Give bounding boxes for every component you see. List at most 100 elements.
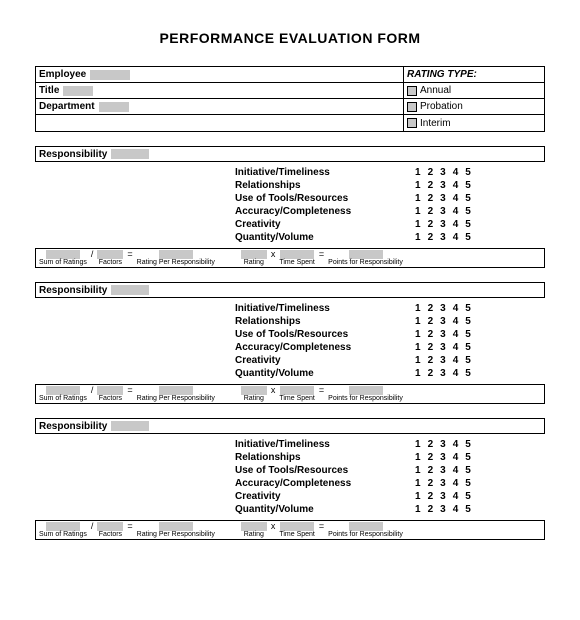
- rating-number[interactable]: 5: [465, 354, 471, 367]
- rating-number[interactable]: 5: [465, 192, 471, 205]
- rating-number[interactable]: 2: [428, 490, 434, 503]
- rating-number[interactable]: 3: [440, 179, 446, 192]
- rating-number[interactable]: 5: [465, 477, 471, 490]
- rating-number[interactable]: 5: [465, 302, 471, 315]
- rating-number[interactable]: 2: [428, 464, 434, 477]
- rating-number[interactable]: 5: [465, 231, 471, 244]
- rating-number[interactable]: 5: [465, 438, 471, 451]
- rating-number[interactable]: 5: [465, 490, 471, 503]
- rating-number[interactable]: 3: [440, 231, 446, 244]
- rating-number[interactable]: 4: [453, 302, 459, 315]
- criteria-scale: 12345: [415, 205, 471, 218]
- rating-number[interactable]: 3: [440, 464, 446, 477]
- rating-number[interactable]: 3: [440, 328, 446, 341]
- rating-number[interactable]: 4: [453, 218, 459, 231]
- rating-number[interactable]: 4: [453, 166, 459, 179]
- rating-number[interactable]: 3: [440, 451, 446, 464]
- rating-number[interactable]: 5: [465, 179, 471, 192]
- rating-number[interactable]: 5: [465, 367, 471, 380]
- interim-checkbox[interactable]: [407, 118, 417, 128]
- annual-checkbox[interactable]: [407, 86, 417, 96]
- rating-number[interactable]: 3: [440, 503, 446, 516]
- rating-number[interactable]: 4: [453, 367, 459, 380]
- rating-number[interactable]: 2: [428, 328, 434, 341]
- rating-number[interactable]: 3: [440, 218, 446, 231]
- rating-number[interactable]: 2: [428, 205, 434, 218]
- rating-number[interactable]: 4: [453, 354, 459, 367]
- rating-number[interactable]: 2: [428, 166, 434, 179]
- rating-number[interactable]: 5: [465, 315, 471, 328]
- rating-number[interactable]: 2: [428, 354, 434, 367]
- rating-number[interactable]: 1: [415, 231, 421, 244]
- rating-number[interactable]: 4: [453, 315, 459, 328]
- rating-number[interactable]: 1: [415, 302, 421, 315]
- rating-number[interactable]: 2: [428, 341, 434, 354]
- rating-number[interactable]: 1: [415, 438, 421, 451]
- rating-number[interactable]: 1: [415, 315, 421, 328]
- rating-number[interactable]: 1: [415, 328, 421, 341]
- rating-number[interactable]: 5: [465, 451, 471, 464]
- rating-number[interactable]: 3: [440, 315, 446, 328]
- rating-number[interactable]: 4: [453, 477, 459, 490]
- rating-number[interactable]: 4: [453, 490, 459, 503]
- rating-number[interactable]: 4: [453, 464, 459, 477]
- rating-number[interactable]: 4: [453, 438, 459, 451]
- rating-number[interactable]: 2: [428, 315, 434, 328]
- rating-number[interactable]: 3: [440, 205, 446, 218]
- rating-number[interactable]: 3: [440, 341, 446, 354]
- rating-number[interactable]: 5: [465, 218, 471, 231]
- rating-number[interactable]: 2: [428, 503, 434, 516]
- rating-number[interactable]: 2: [428, 218, 434, 231]
- rating-number[interactable]: 3: [440, 302, 446, 315]
- rating-number[interactable]: 3: [440, 490, 446, 503]
- criteria-scale: 12345: [415, 438, 471, 451]
- rating-number[interactable]: 2: [428, 302, 434, 315]
- rating-number[interactable]: 1: [415, 166, 421, 179]
- rating-number[interactable]: 1: [415, 451, 421, 464]
- rating-number[interactable]: 2: [428, 231, 434, 244]
- equals-op-1: =: [126, 386, 133, 395]
- rating-number[interactable]: 2: [428, 367, 434, 380]
- rating-number[interactable]: 3: [440, 166, 446, 179]
- rating-number[interactable]: 1: [415, 205, 421, 218]
- rating-number[interactable]: 1: [415, 192, 421, 205]
- rating-number[interactable]: 2: [428, 451, 434, 464]
- rating-number[interactable]: 1: [415, 367, 421, 380]
- rating-number[interactable]: 1: [415, 490, 421, 503]
- rating-number[interactable]: 1: [415, 354, 421, 367]
- rating-number[interactable]: 4: [453, 192, 459, 205]
- rating-number[interactable]: 1: [415, 477, 421, 490]
- rating-number[interactable]: 1: [415, 179, 421, 192]
- rating-per-responsibility-label: Rating Per Responsibility: [137, 531, 215, 539]
- rating-number[interactable]: 5: [465, 503, 471, 516]
- rating-number[interactable]: 5: [465, 464, 471, 477]
- rating-number[interactable]: 1: [415, 503, 421, 516]
- rating-number[interactable]: 5: [465, 166, 471, 179]
- rating-number[interactable]: 4: [453, 503, 459, 516]
- rating-number[interactable]: 3: [440, 477, 446, 490]
- title-row: Title: [36, 83, 403, 99]
- sum-of-ratings-label: Sum of Ratings: [39, 259, 87, 267]
- rating-number[interactable]: 3: [440, 192, 446, 205]
- rating-number[interactable]: 5: [465, 341, 471, 354]
- rating-number[interactable]: 1: [415, 464, 421, 477]
- rating-number[interactable]: 3: [440, 438, 446, 451]
- rating-number[interactable]: 4: [453, 451, 459, 464]
- rating-number[interactable]: 2: [428, 179, 434, 192]
- rating-number[interactable]: 4: [453, 341, 459, 354]
- rating-number[interactable]: 4: [453, 231, 459, 244]
- rating-number[interactable]: 2: [428, 477, 434, 490]
- probation-checkbox[interactable]: [407, 102, 417, 112]
- rating-number[interactable]: 5: [465, 328, 471, 341]
- rating-number[interactable]: 4: [453, 205, 459, 218]
- rating-number[interactable]: 2: [428, 438, 434, 451]
- rating-number[interactable]: 1: [415, 218, 421, 231]
- rating-number[interactable]: 1: [415, 341, 421, 354]
- rating-number[interactable]: 3: [440, 354, 446, 367]
- rating-number[interactable]: 5: [465, 205, 471, 218]
- rating-number[interactable]: 2: [428, 192, 434, 205]
- rating-number[interactable]: 4: [453, 328, 459, 341]
- rating-number[interactable]: 3: [440, 367, 446, 380]
- rating-number[interactable]: 4: [453, 179, 459, 192]
- sum-of-ratings-box: [46, 386, 80, 395]
